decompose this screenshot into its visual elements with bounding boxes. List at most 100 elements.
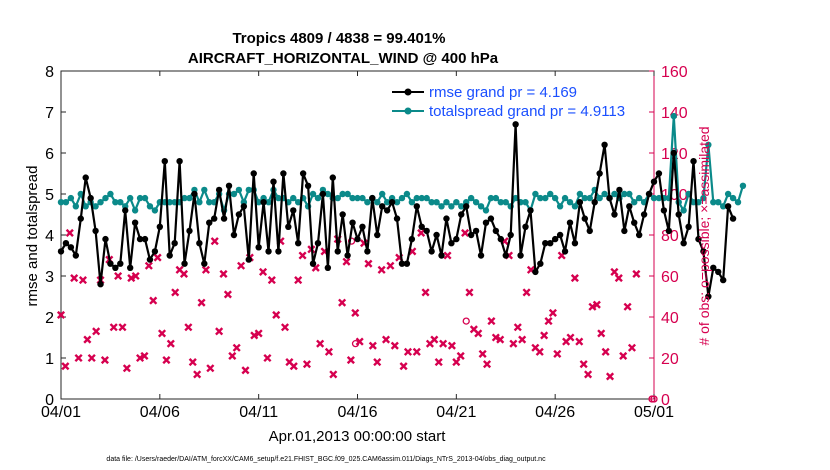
rmse-point xyxy=(82,174,89,181)
obs-assimilated-point xyxy=(540,331,549,340)
rmse-point xyxy=(561,248,569,255)
rmse-point xyxy=(566,219,574,226)
obs-x-stroke xyxy=(412,347,421,356)
totalspread-point xyxy=(586,194,593,202)
rmse-point xyxy=(151,248,159,255)
obs-x-stroke xyxy=(184,323,193,332)
legend-rmse-label: rmse grand pr = 4.169 xyxy=(429,84,577,101)
rmse-point xyxy=(304,182,312,189)
rmse-point xyxy=(487,215,495,222)
totalspread-point xyxy=(700,194,707,202)
obs-assimilated-point xyxy=(114,271,123,281)
rmse-point xyxy=(186,227,193,235)
totalspread-point xyxy=(715,199,722,206)
y-left-tick-label: 6 xyxy=(45,146,54,163)
obs-x-stroke xyxy=(496,335,505,344)
totalspread-point xyxy=(166,199,173,206)
obs-x-stroke xyxy=(267,276,276,285)
obs-x-stroke xyxy=(61,362,70,371)
obs-x-stroke xyxy=(210,237,219,246)
totalspread-point xyxy=(532,190,539,198)
obs-assimilated-point xyxy=(575,337,584,346)
rmse-point xyxy=(364,248,371,255)
x-tick-label: 04/11 xyxy=(239,404,278,421)
rmse-point xyxy=(393,215,401,222)
totalspread-point xyxy=(309,190,317,198)
obs-assimilated-point xyxy=(193,370,202,379)
rmse-point xyxy=(398,260,406,267)
obs-x-stroke xyxy=(263,353,272,363)
obs-assimilated-point xyxy=(127,274,136,283)
obs-assimilated-point xyxy=(109,323,118,332)
totalspread-point xyxy=(354,194,361,202)
totalspread-point xyxy=(705,141,712,148)
obs-x-stroke xyxy=(316,339,325,348)
y-right-tick-label: 0 xyxy=(661,392,670,409)
obs-x-stroke xyxy=(197,298,206,307)
totalspread-point xyxy=(126,194,134,202)
obs-x-stroke xyxy=(531,343,540,352)
rmse-point xyxy=(601,141,608,148)
totalspread-point xyxy=(621,190,628,198)
obs-assimilated-point xyxy=(381,335,391,344)
rmse-point xyxy=(176,158,183,165)
obs-assimilated-point xyxy=(153,253,162,262)
obs-assimilated-point xyxy=(592,300,601,309)
rmse-point xyxy=(655,170,663,177)
totalspread-point xyxy=(497,199,505,206)
obs-x-stroke xyxy=(403,347,413,356)
rmse-point xyxy=(542,240,549,247)
obs-x-stroke xyxy=(285,358,294,367)
obs-assimilated-point xyxy=(267,276,276,285)
rmse-point xyxy=(626,203,633,210)
rmse-point xyxy=(62,240,70,247)
rmse-point xyxy=(497,235,505,243)
legend-totalspread-marker xyxy=(404,107,412,115)
obs-x-stroke xyxy=(100,356,109,365)
obs-x-stroke xyxy=(461,228,470,237)
rmse-point xyxy=(388,199,396,206)
obs-x-stroke xyxy=(623,302,632,311)
obs-x-stroke xyxy=(443,251,452,260)
obs-x-stroke xyxy=(127,274,136,283)
totalspread-point xyxy=(611,190,618,198)
totalspread-point xyxy=(364,199,371,206)
rmse-point xyxy=(285,223,292,230)
obs-assimilated-point xyxy=(140,351,149,360)
rmse-point xyxy=(295,240,302,247)
totalspread-point xyxy=(131,207,139,214)
rmse-point xyxy=(551,235,559,243)
totalspread-point xyxy=(710,199,717,206)
obs-x-stroke xyxy=(632,269,641,278)
totalspread-point xyxy=(181,194,188,202)
obs-x-stroke xyxy=(408,247,417,256)
obs-assimilated-point xyxy=(386,261,395,270)
rmse-point xyxy=(117,260,124,267)
rmse-point xyxy=(724,203,732,210)
rmse-point xyxy=(418,223,425,230)
totalspread-point xyxy=(136,194,144,202)
totalspread-point xyxy=(117,199,124,206)
obs-x-stroke xyxy=(162,356,171,365)
obs-x-stroke xyxy=(614,274,623,283)
legend-totalspread-label: totalspread grand pr = 4.9113 xyxy=(429,103,625,120)
obs-assimilated-point xyxy=(614,274,623,283)
obs-assimilated-point xyxy=(632,269,641,278)
obs-x-stroke xyxy=(627,343,637,352)
rmse-point xyxy=(453,235,460,243)
obs-assimilated-point xyxy=(206,364,215,373)
obs-assimilated-point xyxy=(215,327,224,336)
totalspread-point xyxy=(719,203,727,210)
obs-x-stroke xyxy=(434,358,443,367)
totalspread-point xyxy=(107,190,114,198)
totalspread-point xyxy=(551,194,559,202)
obs-x-stroke xyxy=(619,351,628,360)
rmse-point xyxy=(255,244,262,251)
y-axis-left-label: rmse and totalspread xyxy=(24,166,41,307)
obs-assimilated-point xyxy=(223,290,232,299)
obs-x-stroke xyxy=(465,288,474,297)
rmse-point xyxy=(67,244,75,251)
obs-x-stroke xyxy=(144,261,153,270)
obs-x-stroke xyxy=(579,360,588,369)
obs-assimilated-point xyxy=(171,288,180,297)
